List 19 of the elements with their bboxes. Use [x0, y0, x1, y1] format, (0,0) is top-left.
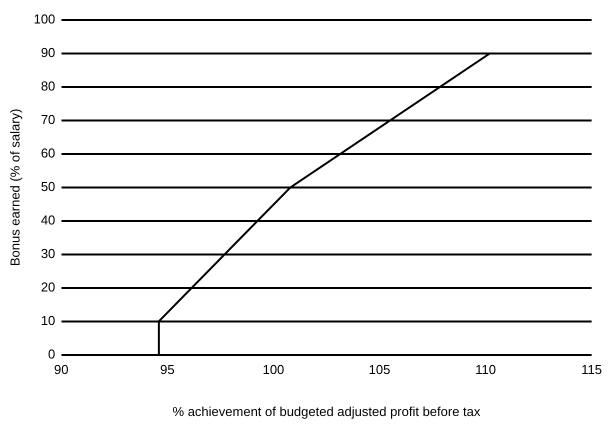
- y-tick-label: 20: [40, 279, 56, 294]
- x-tick-label: 100: [262, 362, 284, 378]
- x-axis-title: % achievement of budgeted adjusted profit before tax: [172, 404, 481, 419]
- y-tick-label: 70: [40, 112, 56, 128]
- y-tick-label: 30: [40, 246, 56, 261]
- x-tick-label: 105: [368, 362, 390, 378]
- y-tick-label: 40: [40, 212, 56, 228]
- y-tick-label: 0: [48, 346, 56, 362]
- y-tick-label: 90: [40, 45, 56, 60]
- x-tick-label: 90: [54, 362, 69, 378]
- x-tick-label: 95: [160, 362, 175, 378]
- y-tick-label: 60: [40, 146, 56, 160]
- y-tick-label: 80: [40, 78, 56, 94]
- y-axis-title: Bonus earned (% of salary): [7, 108, 22, 266]
- y-tick-label: 100: [34, 12, 56, 27]
- x-tick-label: 110: [475, 362, 496, 378]
- y-tick-label: 50: [40, 178, 56, 194]
- y-tick-label: 10: [40, 312, 56, 328]
- x-tick-label: 115: [581, 362, 602, 378]
